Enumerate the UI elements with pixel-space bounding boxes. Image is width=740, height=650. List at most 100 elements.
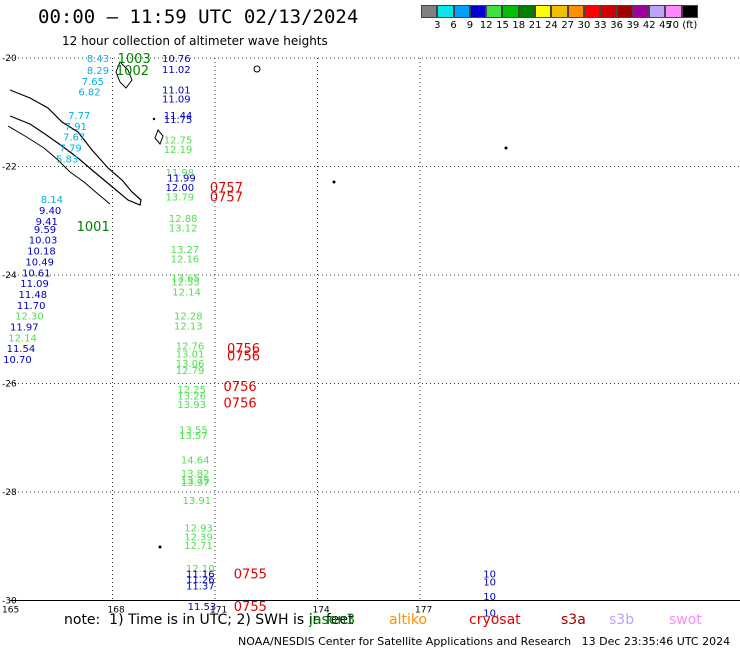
wave-height-label: 12.79: [176, 366, 205, 377]
lon-tick-label: 168: [108, 606, 125, 616]
wave-height-label: 11.02: [162, 65, 191, 76]
legend-label: 6: [450, 20, 457, 31]
legend-label: 12: [479, 20, 493, 31]
wave-height-label: 12.00: [165, 183, 194, 194]
lon-tick-label: 177: [415, 606, 432, 616]
pass-time-label: 1002: [116, 64, 149, 79]
lon-tick-label: 174: [313, 606, 330, 616]
wave-height-label: 12.55: [171, 278, 200, 289]
legend-swatch: [551, 5, 568, 18]
wave-height-label: 11.48: [19, 290, 48, 301]
legend-label: 45: [659, 20, 672, 31]
wave-height-label: 13.12: [169, 223, 198, 234]
wave-height-label: 10.: [483, 608, 499, 619]
color-scale-legend: 3 6 9 12 15 18 21 24 27 30 33 36 39 42 45 70 (ft): [421, 5, 699, 32]
pass-time-label: 0757: [210, 181, 243, 196]
legend-label: 21: [528, 20, 542, 31]
wave-height-label: 11.54: [7, 344, 36, 355]
mission-label-cryosat: cryosat: [469, 612, 521, 628]
pass-time-label: 0756: [224, 396, 257, 411]
wave-height-label: 14.64: [181, 455, 210, 466]
mission-legend: jason3 altiko cryosat s3a s3b swot: [0, 612, 740, 630]
legend-label: 70 (ft): [666, 20, 698, 31]
wave-height-label: 12.28: [174, 312, 203, 323]
wave-height-label: 12.19: [164, 145, 193, 156]
wave-height-label: 11.37: [186, 581, 215, 592]
footer-note: note: 1) Time is in UTC; 2) SWH is in fe…: [64, 612, 354, 628]
wave-height-label: 12.16: [171, 255, 200, 266]
legend-label: 33: [593, 20, 607, 31]
lat-tick-label: -28: [2, 488, 17, 498]
pass-time-label: 0756: [224, 380, 257, 395]
wave-height-label: 13.01: [176, 350, 205, 361]
legend-swatch: [567, 5, 584, 18]
wave-height-label: 12.76: [176, 342, 205, 353]
wave-height-label: 12.93: [184, 523, 213, 534]
legend-label: 18: [512, 20, 526, 31]
mission-label-s3b: s3b: [609, 612, 635, 628]
legend-labels: 3 6 9 12 15 18 21 24 27 30 33 36 39 42 45 70 (ft): [421, 20, 698, 32]
wave-height-label: 8.29: [87, 66, 109, 77]
wave-height-label: 10: [483, 592, 496, 603]
wave-height-label: 10.49: [25, 257, 54, 268]
wave-height-label: 12.14: [8, 333, 37, 344]
lat-tick-label: -22: [2, 163, 17, 173]
wave-height-label: 12.14: [172, 287, 201, 298]
legend-label: 39: [626, 20, 640, 31]
legend-label: 30: [577, 20, 591, 31]
wave-height-label: 13.93: [177, 400, 206, 411]
wave-height-label: 11.70: [17, 301, 46, 312]
legend-swatch: [469, 5, 487, 18]
legend-swatch: [632, 5, 650, 18]
wave-height-label: 10.76: [162, 54, 191, 65]
wave-height-label: 11.16: [186, 569, 215, 580]
wave-height-label: 8.14: [41, 195, 63, 206]
wave-height-label: 13.06: [176, 359, 205, 370]
wave-height-label: 12.30: [15, 312, 44, 323]
legend-swatch: [486, 5, 503, 18]
pass-time-label: 0757: [210, 190, 243, 205]
wave-height-label: 12.10: [186, 564, 215, 575]
wave-height-label: 11.01: [162, 85, 191, 96]
wave-height-label: 12.39: [184, 532, 213, 543]
wave-height-label: 11.26: [186, 575, 215, 586]
wave-height-label: 12.71: [184, 541, 213, 552]
legend-swatch: [518, 5, 536, 18]
wave-height-label: 10.18: [27, 247, 56, 258]
wave-height-label: 13.79: [165, 192, 194, 203]
wave-height-label: 7.65: [82, 77, 104, 88]
wave-height-label: 13.26: [177, 391, 206, 402]
legend-swatch: [535, 5, 552, 18]
legend-swatch: [616, 5, 633, 18]
pass-time-label: 0756: [227, 349, 260, 364]
lon-tick-label: 165: [2, 606, 19, 616]
lat-tick-label: -30: [2, 597, 17, 607]
wave-height-label: 7.77: [68, 111, 90, 122]
footer-credit: NOAA/NESDIS Center for Satellite Applica…: [238, 635, 731, 648]
legend-swatch: [421, 5, 438, 18]
mission-label-s3a: s3a: [561, 612, 586, 628]
legend-swatch: [649, 5, 666, 18]
wave-height-label: 8.43: [87, 54, 109, 65]
wave-height-label: 9.41: [36, 217, 58, 228]
page-subtitle: 12 hour collection of altimeter wave hei…: [62, 34, 328, 48]
wave-height-label: 12.75: [164, 135, 193, 146]
wave-height-label: 12.25: [177, 385, 206, 396]
wave-height-label: 13.27: [171, 245, 200, 256]
wave-height-label: 11.09: [20, 279, 49, 290]
coastline: [7, 61, 508, 549]
lat-tick-label: -20: [2, 54, 17, 64]
measurement-labels: 8.438.297.656.82 7.777.917.677.795.83 8.14…: [3, 52, 499, 619]
legend-swatch: [600, 5, 617, 18]
legend-swatch: [665, 5, 682, 18]
legend-label: 15: [496, 20, 509, 31]
legend-swatch: [437, 5, 454, 18]
wave-height-label: 12.13: [174, 321, 203, 332]
wave-height-label: 10.70: [3, 355, 32, 366]
pass-time-label: 1003: [118, 52, 151, 67]
wave-height-label: 10.03: [29, 236, 58, 247]
mission-label-jason3: jason3: [309, 612, 356, 628]
lon-tick-label: 171: [210, 606, 227, 616]
